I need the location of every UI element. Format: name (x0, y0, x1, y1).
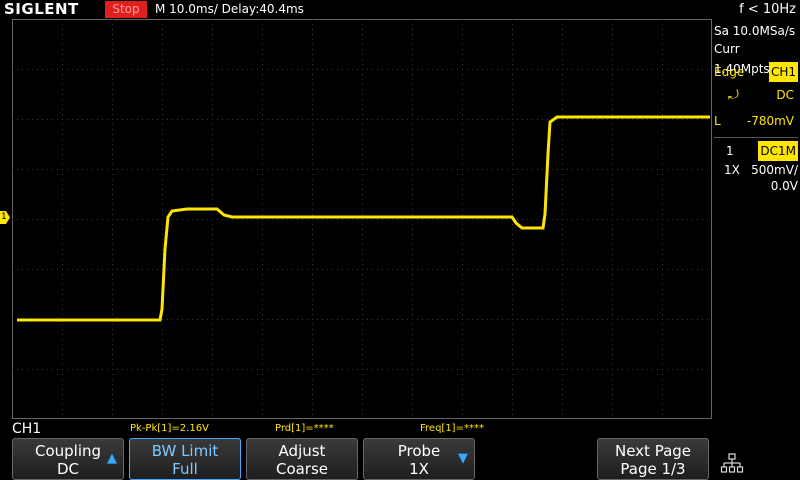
trigger-level-prefix: L (714, 114, 721, 128)
softkey-label: Next Page (614, 442, 692, 460)
adjust-softkey[interactable]: Adjust Coarse (246, 438, 358, 480)
probe-ratio: 1X (724, 163, 740, 177)
trigger-level-value: -780mV (746, 114, 794, 128)
volts-per-div: 500mV/ (751, 163, 798, 177)
run-stop-status[interactable]: Stop (105, 1, 147, 18)
brand-logo: SIGLENT (4, 0, 79, 18)
trigger-coupling-value: DC (776, 88, 794, 102)
softkey-value: DC (56, 460, 80, 478)
divider (714, 137, 798, 138)
trigger-level-row[interactable]: L -780mV (714, 111, 798, 131)
softkey-value: Page 1/3 (620, 460, 686, 478)
softkey-label: Coupling (34, 442, 102, 460)
next-page-softkey[interactable]: Next Page Page 1/3 (597, 438, 709, 480)
top-bar: SIGLENT Stop M 10.0ms/ Delay:40.4ms f < … (0, 0, 800, 19)
softkey-label: BW Limit (151, 442, 219, 460)
channel-1-offset-marker[interactable]: 1 (0, 211, 10, 224)
down-arrow-icon: ▼ (458, 451, 468, 466)
channel-coupling-badge: DC1M (758, 141, 798, 161)
measurement-bar: Pk-Pk[1]=2.16V Prd[1]=**** Freq[1]=**** (0, 420, 800, 438)
coupling-softkey[interactable]: Coupling DC ▲ (12, 438, 124, 480)
timebase-readout: M 10.0ms/ Delay:40.4ms (155, 2, 304, 16)
measurement-pk-pk: Pk-Pk[1]=2.16V (130, 423, 209, 434)
channel-number: 1 (726, 144, 734, 158)
measurement-frequency: Freq[1]=**** (420, 423, 484, 434)
softkey-label: Probe (397, 442, 441, 460)
sample-rate: Sa 10.0MSa/s (714, 24, 796, 38)
waveform-display[interactable] (12, 19, 712, 419)
network-icon (720, 453, 744, 473)
channel-1-info[interactable]: 1 DC1M (714, 141, 798, 161)
trigger-type-label: Edge (714, 65, 745, 79)
up-arrow-icon: ▲ (107, 451, 117, 466)
memory-depth: Curr 1.40Mpts (714, 42, 770, 76)
trigger-source-badge: CH1 (768, 62, 798, 82)
rising-edge-icon: ⤾ (728, 88, 739, 103)
softkey-value: 1X (409, 460, 429, 478)
side-info-panel: Sa 10.0MSa/s Curr 1.40Mpts Edge CH1 ⤾ DC… (714, 19, 800, 419)
softkey-value: Full (172, 460, 198, 478)
softkey-label: Adjust (278, 442, 326, 460)
graticule (12, 19, 712, 419)
softkey-value: Coarse (275, 460, 329, 478)
channel-scale-row: 1X 500mV/ (714, 160, 798, 180)
trigger-coupling-row[interactable]: ⤾ DC (714, 85, 798, 105)
channel-1-marker-label: 1 (1, 212, 7, 222)
bw-limit-softkey[interactable]: BW Limit Full (129, 438, 241, 480)
channel-offset: 0.0V (770, 179, 798, 193)
trigger-frequency-readout: f < 10Hz (739, 2, 796, 17)
channel-1-trace (17, 115, 710, 322)
active-channel-label: CH1 (12, 421, 42, 437)
probe-softkey[interactable]: Probe 1X ▼ (363, 438, 475, 480)
measurement-period: Prd[1]=**** (275, 423, 334, 434)
trigger-section[interactable]: Edge CH1 (714, 62, 798, 82)
channel-offset-row: 0.0V (714, 176, 798, 196)
